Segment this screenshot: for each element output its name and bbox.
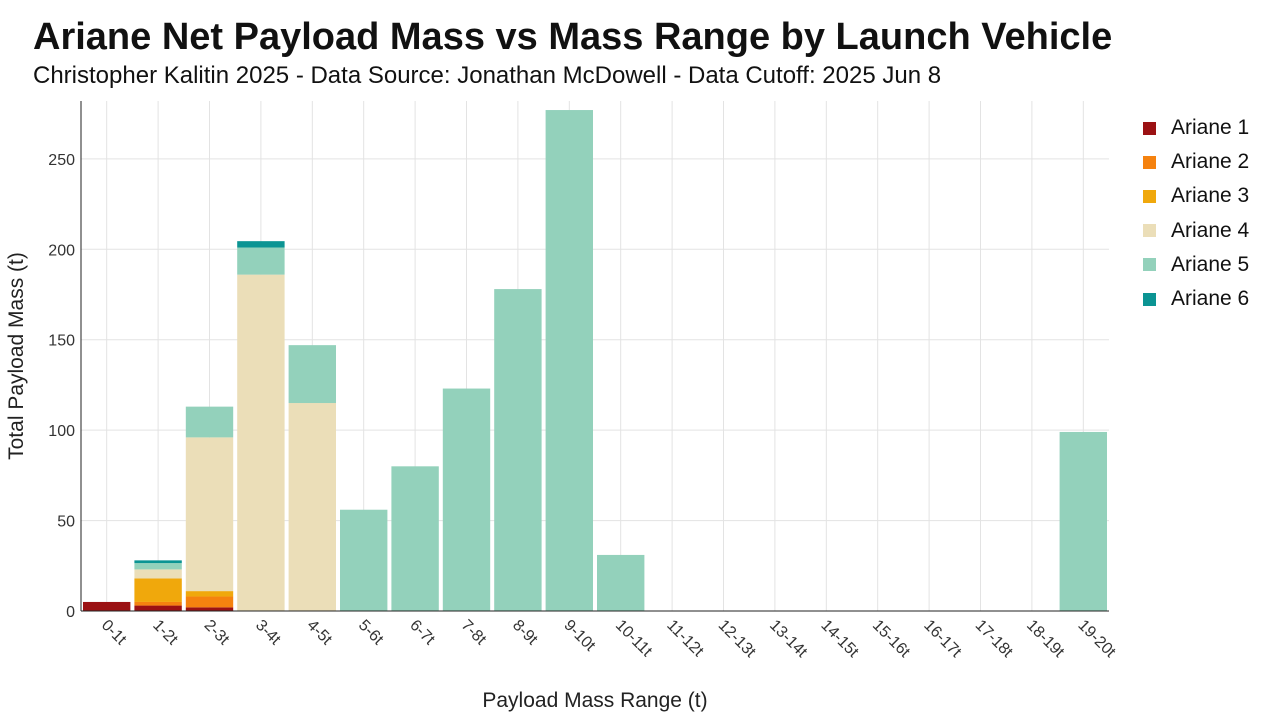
x-tick-label: 8-9t xyxy=(509,617,541,649)
y-tick-label: 100 xyxy=(48,423,75,440)
legend-swatch xyxy=(1143,258,1156,272)
bar-segment xyxy=(185,607,234,611)
bar-segment xyxy=(134,569,182,579)
legend-item[interactable]: Ariane 6 xyxy=(1143,282,1249,316)
legend-label: Ariane 3 xyxy=(1171,184,1250,208)
bar-segment xyxy=(185,406,234,438)
x-tick-label: 5-6t xyxy=(355,617,387,649)
bar-segment xyxy=(340,509,388,611)
x-tick-label: 6-7t xyxy=(406,617,438,649)
legend-item[interactable]: Ariane 3 xyxy=(1143,179,1249,213)
axes xyxy=(80,101,1109,612)
bar-segment xyxy=(134,563,182,570)
x-tick-label: 2-3t xyxy=(201,617,233,649)
bar-segment xyxy=(185,591,234,597)
legend: Ariane 1 Ariane 2 Ariane 3 Ariane 4 Ariane 5… xyxy=(1143,111,1249,316)
bar-segment xyxy=(288,403,336,611)
bar-segment xyxy=(288,345,336,404)
bar-segment xyxy=(545,110,593,612)
legend-swatch xyxy=(1143,224,1156,238)
bar-segment xyxy=(185,437,234,592)
x-tick-label: 17-18t xyxy=(972,617,1016,661)
bar-segment xyxy=(134,605,182,611)
bar-segment xyxy=(237,274,285,611)
x-tick-label: 11-12t xyxy=(663,617,707,661)
x-tick-label: 9-10t xyxy=(560,617,598,655)
bar-segment xyxy=(134,578,182,602)
x-tick-label: 3-4t xyxy=(252,617,284,649)
bars xyxy=(83,110,1107,612)
bar-segment xyxy=(134,601,182,606)
x-tick-label: 12-13t xyxy=(715,617,759,661)
x-tick-label: 7-8t xyxy=(458,617,490,649)
legend-item[interactable]: Ariane 4 xyxy=(1143,214,1249,248)
bar-segment xyxy=(83,601,131,611)
bar-segment xyxy=(1059,431,1107,611)
bar-segment xyxy=(134,560,182,564)
legend-swatch xyxy=(1143,155,1156,169)
chart-title: Ariane Net Payload Mass vs Mass Range by… xyxy=(33,16,1113,58)
legend-label: Ariane 2 xyxy=(1171,150,1250,174)
chart-subtitle: Christopher Kalitin 2025 - Data Source: … xyxy=(33,62,942,89)
x-tick-label: 1-2t xyxy=(149,617,181,649)
legend-item[interactable]: Ariane 1 xyxy=(1143,111,1249,145)
bar-segment xyxy=(442,388,491,611)
x-tick-label: 4-5t xyxy=(303,617,335,649)
x-tick-label: 16-17t xyxy=(920,617,964,661)
legend-swatch xyxy=(1143,292,1156,306)
legend-swatch xyxy=(1143,121,1156,135)
bar-segment xyxy=(237,247,285,275)
x-tick-label: 19-20t xyxy=(1074,617,1118,661)
legend-item[interactable]: Ariane 5 xyxy=(1143,248,1249,282)
legend-swatch xyxy=(1143,189,1156,203)
bar-segment xyxy=(185,596,234,608)
legend-label: Ariane 1 xyxy=(1171,116,1250,140)
grid-lines xyxy=(81,101,1109,611)
bar-segment xyxy=(494,289,542,611)
x-tick-label: 10-11t xyxy=(612,617,656,661)
legend-label: Ariane 5 xyxy=(1171,252,1250,276)
legend-label: Ariane 4 xyxy=(1171,218,1250,242)
y-tick-label: 250 xyxy=(48,152,75,169)
legend-label: Ariane 6 xyxy=(1171,287,1250,311)
y-tick-label: 50 xyxy=(57,514,75,531)
x-tick-label: 13-14t xyxy=(766,617,810,661)
x-tick-label: 14-15t xyxy=(817,617,861,661)
y-axis-title: Total Payload Mass (t) xyxy=(5,252,28,460)
bar-segment xyxy=(597,554,645,611)
bar-segment xyxy=(237,241,285,248)
x-tick-label: 18-19t xyxy=(1023,617,1067,661)
x-axis-title: Payload Mass Range (t) xyxy=(482,689,707,712)
y-tick-label: 150 xyxy=(48,333,75,350)
x-tick-label: 0-1t xyxy=(98,617,130,649)
legend-item[interactable]: Ariane 2 xyxy=(1143,145,1249,179)
y-tick-label: 0 xyxy=(66,604,75,621)
y-tick-label: 200 xyxy=(48,242,75,259)
bar-segment xyxy=(391,466,439,611)
x-tick-label: 15-16t xyxy=(869,617,913,661)
